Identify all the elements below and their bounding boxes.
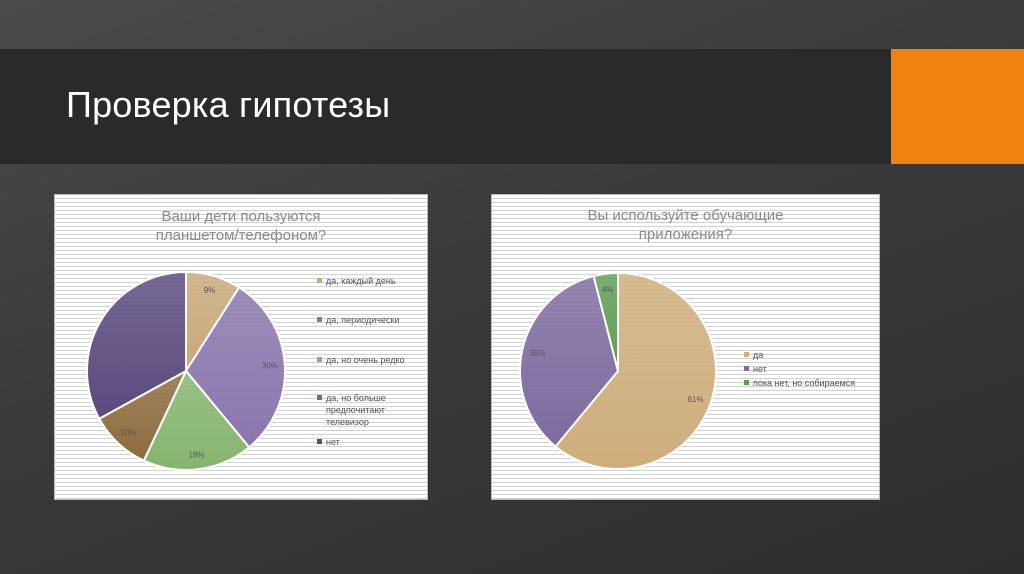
legend-label: пока нет, но собираемся	[753, 378, 856, 388]
legend-item: пока нет, но собираемся	[744, 377, 855, 389]
legend-swatch	[317, 395, 322, 400]
legend-swatch	[744, 366, 749, 371]
data-label: 9%	[204, 286, 216, 295]
legend-label: нет	[753, 364, 767, 374]
pie-slice	[554, 271, 717, 470]
pie-slice	[86, 270, 187, 421]
legend-label: да, но очень редко	[326, 355, 405, 365]
data-label: 18%	[189, 450, 205, 459]
chart-panel-tablet-usage: Ваши дети пользуются планшетом/телефоном…	[54, 194, 428, 500]
chart-title-line: приложения?	[638, 226, 733, 243]
accent-square	[891, 49, 1024, 164]
legend-swatch	[317, 357, 322, 362]
legend-swatch	[744, 380, 749, 385]
legend-label: да, но больше предпочитают телевизор	[326, 393, 386, 427]
chart-title: Вы используйте обучающие приложения?	[492, 206, 879, 244]
data-label: 30%	[262, 362, 278, 371]
legend-swatch	[317, 439, 322, 444]
data-label: 4%	[602, 285, 614, 294]
pie-slice	[519, 274, 620, 448]
pie-chart-learning-apps: 61% 35% 4%	[519, 271, 717, 470]
pie-slice	[184, 286, 286, 449]
legend-item: да, каждый день	[317, 275, 396, 287]
legend-swatch	[317, 317, 322, 322]
pie-chart-tablet-usage: 9% 30% 18% 10%	[86, 270, 286, 471]
legend-label: нет	[326, 437, 340, 447]
legend-label: да, периодически	[326, 315, 400, 325]
legend-item: нет	[744, 363, 767, 375]
chart-title-line: Вы используйте обучающие	[587, 207, 784, 224]
legend-item: нет	[317, 436, 340, 448]
legend-label: да, каждый день	[326, 276, 396, 286]
chart-legend: да нет пока нет, но собираемся	[744, 349, 879, 409]
chart-legend: да, каждый день да, периодически да, но оч…	[317, 275, 425, 455]
legend-swatch	[317, 278, 322, 283]
pie-slice	[592, 271, 619, 372]
chart-title: Ваши дети пользуются планшетом/телефоном…	[55, 207, 427, 245]
data-label: 10%	[120, 428, 136, 437]
legend-item: да	[744, 349, 763, 361]
slide-title: Проверка гипотезы	[66, 84, 391, 125]
legend-item: да, периодически	[317, 314, 399, 326]
legend-label: да	[753, 350, 764, 360]
chart-panel-learning-apps: Вы используйте обучающие приложения? 61%…	[491, 194, 880, 500]
chart-title-line: Ваши дети пользуются	[161, 208, 321, 225]
data-label: 35%	[530, 349, 546, 358]
legend-swatch	[744, 352, 749, 357]
legend-item: да, но больше предпочитают телевизор	[317, 392, 386, 428]
data-label: 61%	[687, 395, 703, 404]
chart-title-line: планшетом/телефоном?	[155, 227, 327, 244]
title-band	[0, 49, 1024, 164]
legend-item: да, но очень редко	[317, 354, 405, 366]
pie-slice	[142, 369, 251, 471]
